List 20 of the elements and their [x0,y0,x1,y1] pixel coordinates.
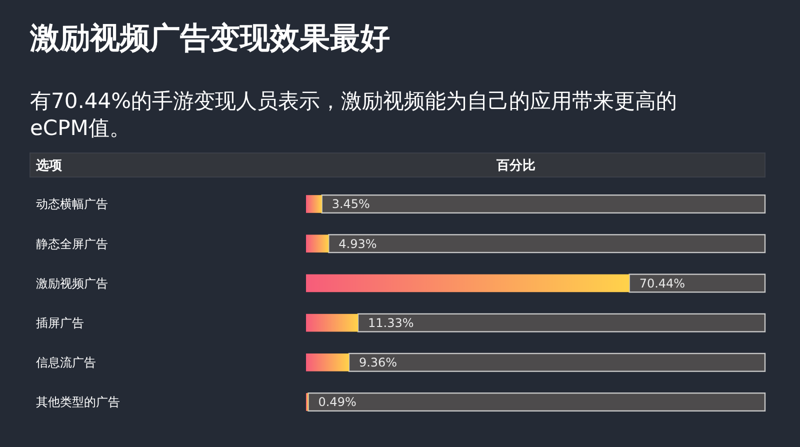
y-tick-label: 激励视频广告 [36,276,108,290]
chart-subtitle: 有70.44%的手游变现人员表示，激励视频能为自己的应用带来更高的eCPM值。 [30,88,678,142]
bar [306,353,349,372]
data-label: 70.44% [639,276,686,290]
y-axis-title: 选项 [35,158,63,174]
y-tick-label: 静态全屏广告 [36,236,108,251]
y-tick-label: 插屏广告 [36,316,84,330]
y-tick-label: 动态横幅广告 [36,197,108,212]
bar [306,234,329,253]
bar [306,195,322,213]
data-label: 3.45% [332,197,370,212]
chart-title: 激励视频广告变现效果最好 [30,20,390,58]
data-label: 0.49% [318,395,356,410]
y-tick-label: 信息流广告 [36,356,96,370]
data-label: 11.33% [368,316,414,330]
y-tick-label: 其他类型的广告 [36,395,120,410]
bar [306,314,358,332]
x-axis-title: 百分比 [496,158,536,174]
data-label: 9.36% [358,356,398,370]
data-label: 4.93% [338,236,377,251]
